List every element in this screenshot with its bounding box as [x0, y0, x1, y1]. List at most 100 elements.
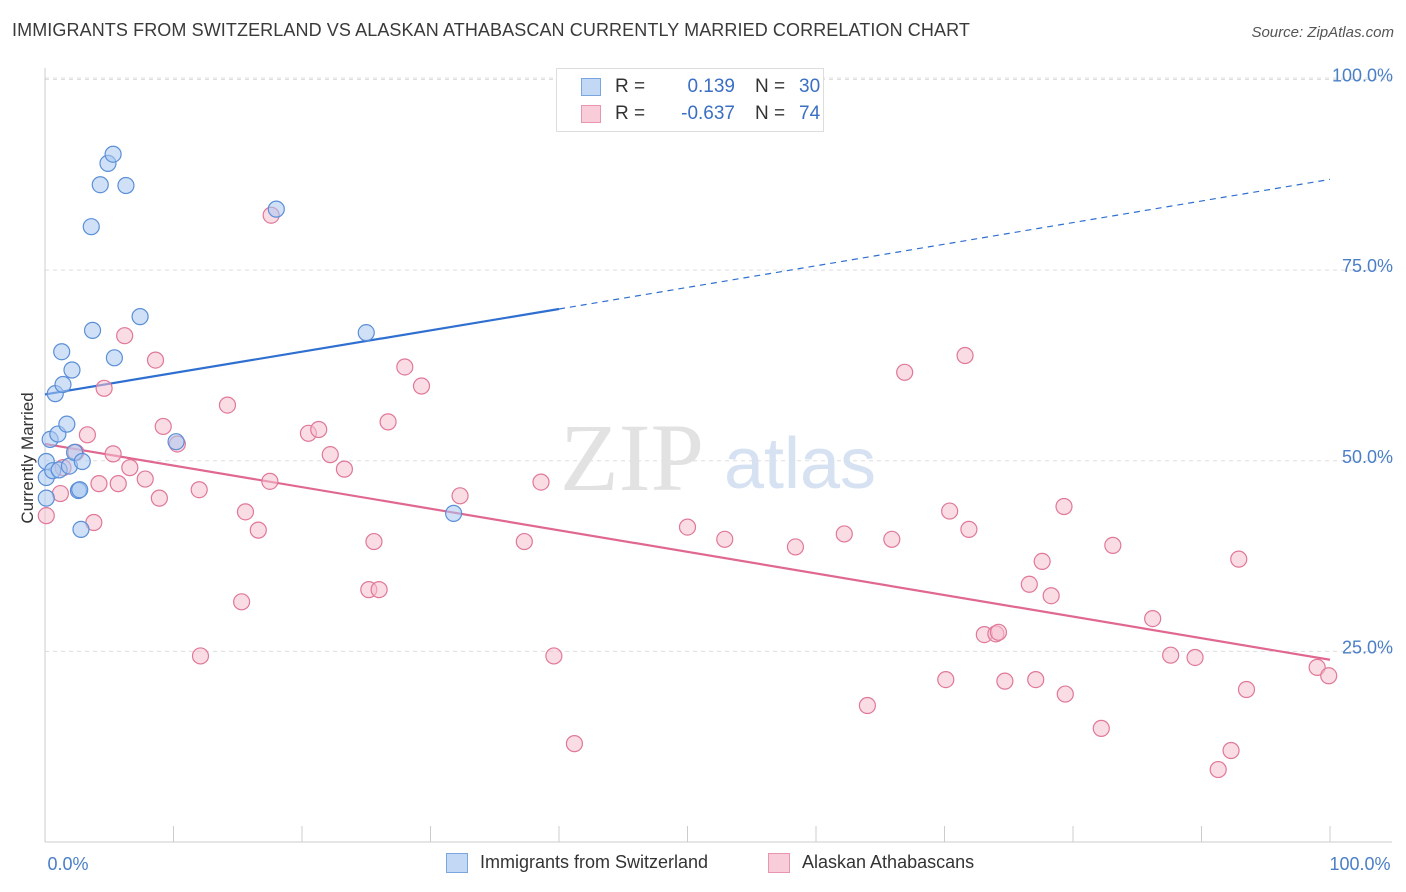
correlation-legend: R = 0.139 N = 30 R = -0.637 N = 74 [556, 68, 824, 132]
data-point-athabascan[interactable] [412, 377, 431, 395]
legend-r-label: R = [615, 76, 646, 97]
data-point-switzerland[interactable] [53, 343, 71, 361]
data-point-switzerland[interactable] [71, 481, 89, 499]
data-point-athabascan[interactable] [233, 593, 251, 611]
data-point-athabascan[interactable] [236, 503, 255, 521]
series-legend-athabascan[interactable]: Alaskan Athabascans [768, 852, 974, 873]
data-point-athabascan[interactable] [883, 530, 901, 548]
trend-line-athabascan [44, 442, 1331, 661]
data-point-switzerland[interactable] [104, 145, 122, 163]
data-point-athabascan[interactable] [396, 358, 414, 376]
data-point-athabascan[interactable] [95, 379, 113, 397]
legend-n-value: 30 [799, 76, 821, 97]
data-point-athabascan[interactable] [1162, 646, 1180, 664]
data-point-athabascan[interactable] [191, 647, 210, 665]
data-point-athabascan[interactable] [1186, 648, 1204, 667]
data-point-athabascan[interactable] [941, 502, 959, 520]
data-point-athabascan[interactable] [1230, 550, 1248, 568]
source-label: Source: ZipAtlas.com [1251, 24, 1394, 41]
data-point-athabascan[interactable] [786, 538, 805, 556]
data-point-athabascan[interactable] [960, 520, 978, 538]
data-point-switzerland[interactable] [73, 452, 91, 471]
data-point-athabascan[interactable] [335, 460, 354, 478]
data-point-athabascan[interactable] [146, 351, 165, 369]
legend-r-value: -0.637 [681, 103, 735, 124]
data-point-switzerland[interactable] [167, 433, 185, 451]
y-tick-labels: 25.0% 50.0% 75.0% 100.0% [1332, 66, 1393, 658]
data-point-athabascan[interactable] [1144, 609, 1162, 628]
data-point-athabascan[interactable] [937, 670, 955, 689]
data-point-switzerland[interactable] [267, 200, 285, 218]
watermark-zip: ZIP [560, 404, 704, 511]
data-point-switzerland[interactable] [72, 520, 90, 538]
data-point-athabascan[interactable] [1020, 575, 1038, 593]
series-legend-switzerland[interactable]: Immigrants from Switzerland [446, 852, 708, 873]
legend-row-switzerland: R = 0.139 N = 30 [581, 75, 820, 99]
data-point-switzerland[interactable] [357, 324, 375, 342]
data-point-athabascan[interactable] [835, 525, 853, 543]
data-point-athabascan[interactable] [218, 396, 237, 414]
data-point-athabascan[interactable] [1222, 741, 1240, 760]
data-point-athabascan[interactable] [370, 581, 388, 599]
data-point-switzerland[interactable] [58, 415, 76, 433]
data-point-athabascan[interactable] [321, 446, 339, 464]
data-point-switzerland[interactable] [37, 489, 55, 507]
data-point-athabascan[interactable] [261, 472, 279, 490]
data-point-athabascan[interactable] [1237, 680, 1256, 699]
data-point-athabascan[interactable] [565, 735, 584, 753]
data-point-athabascan[interactable] [956, 346, 974, 365]
data-point-athabascan[interactable] [90, 475, 108, 493]
y-tick-label-100: 100.0% [1332, 66, 1393, 86]
data-point-athabascan[interactable] [858, 696, 877, 715]
chart-title: IMMIGRANTS FROM SWITZERLAND VS ALASKAN A… [12, 20, 970, 40]
data-point-athabascan[interactable] [109, 475, 127, 493]
data-point-athabascan[interactable] [249, 521, 267, 539]
data-point-switzerland[interactable] [131, 308, 149, 326]
data-point-athabascan[interactable] [1033, 552, 1051, 571]
data-point-athabascan[interactable] [896, 363, 914, 381]
series-legend-label: Immigrants from Switzerland [480, 852, 709, 872]
data-point-athabascan[interactable] [121, 459, 139, 477]
data-point-athabascan[interactable] [379, 413, 397, 431]
data-point-athabascan[interactable] [678, 518, 697, 536]
data-point-athabascan[interactable] [545, 647, 563, 665]
data-point-athabascan[interactable] [1209, 760, 1227, 779]
data-point-athabascan[interactable] [104, 445, 122, 463]
data-point-switzerland[interactable] [63, 361, 81, 379]
data-point-athabascan[interactable] [37, 507, 55, 525]
data-point-athabascan[interactable] [1056, 685, 1074, 703]
legend-r-label: R = [615, 103, 646, 124]
data-point-switzerland[interactable] [54, 375, 72, 394]
y-axis-title: Currently Married [18, 392, 37, 523]
data-point-athabascan[interactable] [150, 489, 168, 507]
legend-swatch-pink [581, 105, 601, 123]
data-point-athabascan[interactable] [116, 327, 134, 345]
data-point-athabascan[interactable] [1055, 497, 1073, 516]
data-point-switzerland[interactable] [83, 321, 102, 339]
data-point-athabascan[interactable] [1104, 536, 1122, 554]
y-tick-label-50: 50.0% [1342, 447, 1393, 467]
data-point-athabascan[interactable] [1027, 670, 1045, 689]
data-point-athabascan[interactable] [136, 470, 154, 488]
data-point-athabascan[interactable] [78, 426, 97, 444]
data-point-athabascan[interactable] [154, 417, 172, 436]
x-tick-label-right: 100.0% [1329, 854, 1390, 874]
data-point-athabascan[interactable] [310, 420, 328, 439]
data-point-switzerland[interactable] [82, 218, 100, 236]
data-point-athabascan[interactable] [451, 487, 469, 505]
data-point-athabascan[interactable] [532, 473, 550, 491]
data-point-athabascan[interactable] [1320, 667, 1338, 685]
data-point-athabascan[interactable] [1308, 658, 1326, 676]
data-point-athabascan[interactable] [716, 530, 734, 548]
data-point-athabascan[interactable] [996, 672, 1014, 690]
data-point-athabascan[interactable] [515, 532, 533, 551]
data-point-athabascan[interactable] [1092, 719, 1110, 737]
data-point-athabascan[interactable] [1042, 587, 1060, 605]
data-point-switzerland[interactable] [117, 176, 135, 195]
data-point-athabascan[interactable] [190, 481, 208, 499]
data-point-switzerland[interactable] [445, 504, 463, 522]
data-point-switzerland[interactable] [105, 349, 123, 367]
data-point-athabascan[interactable] [365, 532, 383, 551]
data-point-switzerland[interactable] [91, 176, 109, 194]
data-point-athabascan[interactable] [989, 623, 1008, 641]
